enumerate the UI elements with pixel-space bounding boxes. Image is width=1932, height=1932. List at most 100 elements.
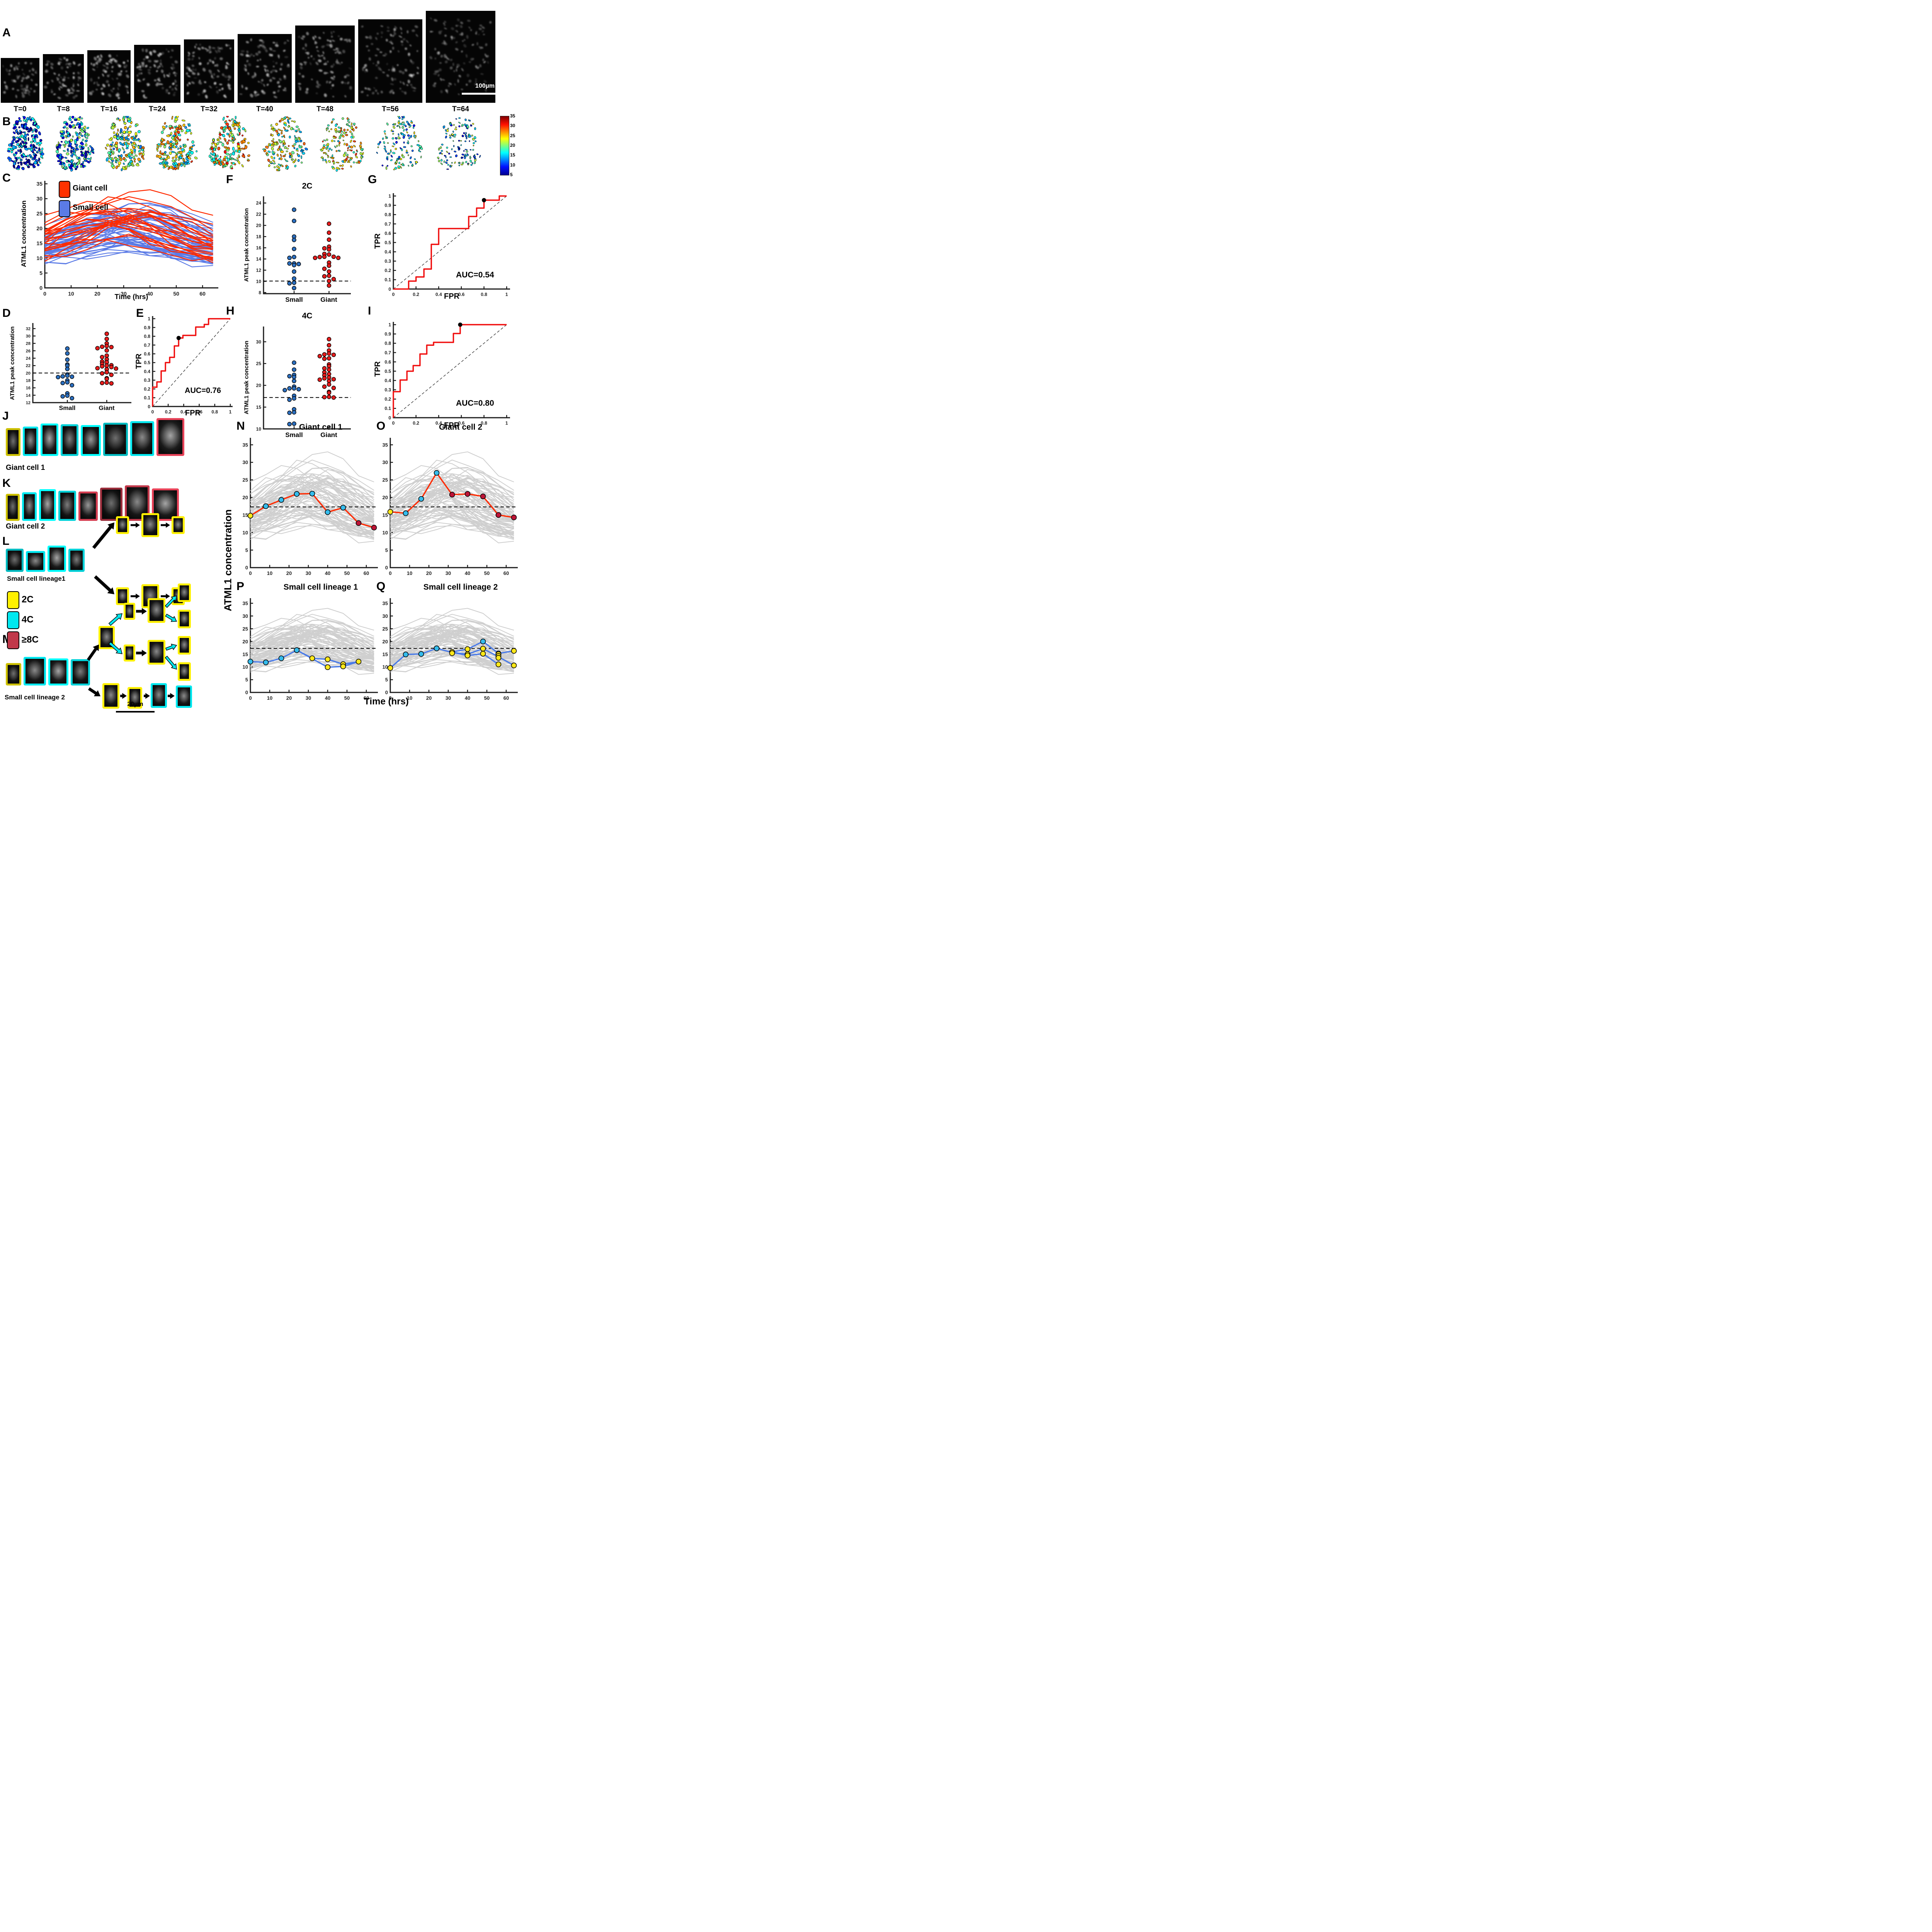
- data-point-giant: [327, 230, 332, 235]
- i-ylabel: TPR: [373, 361, 382, 377]
- data-point-small: [292, 263, 296, 267]
- chart-roc-4c: 0 0.2 0.4 0.6 0.8 1 0 0.1 0.2 0.3 0.4 0.5 0.6 0.7 0.8 0…: [371, 307, 514, 433]
- data-point-giant: [327, 395, 332, 399]
- data-point-giant: [104, 380, 109, 385]
- trajectory-marker-2C: [495, 662, 502, 667]
- giant-cell-1-strip: [6, 418, 184, 456]
- data-point-giant: [104, 353, 109, 358]
- trajectory-marker-4C: [294, 647, 300, 653]
- data-point-giant: [331, 254, 336, 259]
- svg-text:0: 0: [389, 695, 391, 701]
- small-lineage-1-strip: [6, 546, 85, 572]
- cell-thumbnail-4C: [81, 425, 101, 456]
- microscopy-frame: [43, 54, 84, 103]
- data-point-small: [287, 397, 292, 402]
- svg-text:35: 35: [243, 442, 248, 448]
- cell-thumbnail-2C: [124, 603, 135, 620]
- data-point-giant: [327, 269, 332, 274]
- svg-text:22: 22: [26, 364, 31, 368]
- colorbar-tick: 30: [510, 123, 515, 129]
- giant-cell-2-strip: [6, 485, 179, 521]
- lineage-arrow-icon: [87, 645, 99, 661]
- svg-text:40: 40: [325, 695, 330, 701]
- data-point-small: [292, 386, 296, 391]
- svg-text:40: 40: [465, 695, 470, 701]
- data-point-small: [287, 255, 292, 260]
- svg-text:35: 35: [383, 442, 388, 448]
- svg-text:0: 0: [39, 285, 43, 291]
- data-point-small: [292, 255, 296, 259]
- data-point-giant: [331, 277, 336, 282]
- data-point-giant: [327, 279, 332, 284]
- lineage-arrow-icon: [92, 522, 114, 549]
- svg-text:24: 24: [26, 356, 31, 361]
- svg-text:0.6: 0.6: [384, 359, 391, 365]
- svg-text:20: 20: [243, 639, 248, 645]
- timepoint-label: T=8: [57, 105, 70, 113]
- svg-text:20: 20: [26, 371, 31, 376]
- cell-thumbnail-4C: [103, 423, 128, 456]
- d-group-small: Small: [59, 405, 76, 412]
- data-point-giant: [104, 363, 109, 368]
- data-point-giant: [104, 376, 109, 381]
- trajectory-svg: 0 10 20 30 40 50 60 0 5 10 15 20 25 30 35: [383, 598, 518, 701]
- svg-text:20: 20: [256, 223, 262, 228]
- svg-text:30: 30: [306, 570, 311, 576]
- panel-letter-N: N: [236, 420, 245, 432]
- svg-text:0.1: 0.1: [384, 406, 391, 411]
- data-point-small: [292, 238, 296, 242]
- panel-letter-B: B: [2, 115, 11, 128]
- data-point-small: [292, 269, 296, 274]
- svg-text:15: 15: [243, 651, 248, 657]
- roc-threshold-dot: [458, 322, 463, 327]
- lineage-arrow-icon: [168, 693, 175, 699]
- chart-peak-concentration-2c: 8 10 12 14 16 18 20 22 24: [240, 178, 354, 309]
- cell-thumbnail-4C: [61, 424, 78, 456]
- legend-label-small: Small cell: [73, 203, 109, 212]
- data-point-small: [65, 367, 70, 371]
- trajectory-marker-4C: [403, 651, 409, 658]
- trajectory-marker-4C: [480, 638, 486, 645]
- small-lineage-1-caption: Small cell lineage1: [7, 575, 66, 582]
- data-point-giant: [104, 370, 109, 375]
- data-point-giant: [327, 247, 332, 252]
- svg-text:10: 10: [68, 291, 74, 297]
- svg-text:20: 20: [383, 495, 388, 500]
- trajectory-marker-2C: [247, 513, 253, 519]
- svg-text:30: 30: [306, 695, 311, 701]
- d-group-giant: Giant: [99, 405, 115, 412]
- svg-text:20: 20: [94, 291, 100, 297]
- svg-text:30: 30: [26, 334, 31, 338]
- trajectory-marker-2C: [495, 655, 502, 661]
- data-point-giant: [100, 364, 104, 369]
- g-auc-value: AUC=0.54: [456, 270, 494, 279]
- cell-thumbnail-2C: [178, 610, 191, 628]
- c-ylabel: ATML1 concentration: [20, 200, 27, 267]
- ploidy-swatch-4c: [7, 611, 19, 629]
- svg-text:0.7: 0.7: [144, 342, 150, 348]
- panel-letter-I: I: [368, 304, 371, 317]
- nuclei-map: [376, 116, 423, 170]
- data-point-small: [287, 261, 292, 266]
- svg-text:0.5: 0.5: [384, 369, 391, 374]
- nuclei-map: [105, 116, 145, 172]
- svg-text:60: 60: [364, 570, 369, 576]
- i-auc-value: AUC=0.80: [456, 399, 494, 408]
- cell-thumbnail-4C: [71, 659, 90, 685]
- ploidy-swatch-8c: [7, 631, 19, 649]
- shared-ylabel: ATML1 concentration: [222, 509, 234, 611]
- cell-thumbnail-2C: [6, 663, 21, 685]
- svg-text:0.7: 0.7: [384, 350, 391, 355]
- svg-text:10: 10: [267, 695, 272, 701]
- svg-text:0: 0: [43, 291, 46, 297]
- nuclei-map: [209, 116, 250, 170]
- data-point-small: [287, 281, 292, 286]
- svg-text:0.2: 0.2: [384, 268, 391, 273]
- p-title: Small cell lineage 1: [283, 583, 358, 592]
- chart-peak-concentration-4c: 10 15 20 25 30: [240, 307, 354, 444]
- panel-letter-P: P: [236, 580, 245, 593]
- data-point-small: [60, 394, 65, 399]
- beeswarm-svg: 10 15 20 25 30: [256, 327, 351, 432]
- data-point-giant: [327, 356, 332, 361]
- trajectory-marker-4C: [325, 509, 331, 515]
